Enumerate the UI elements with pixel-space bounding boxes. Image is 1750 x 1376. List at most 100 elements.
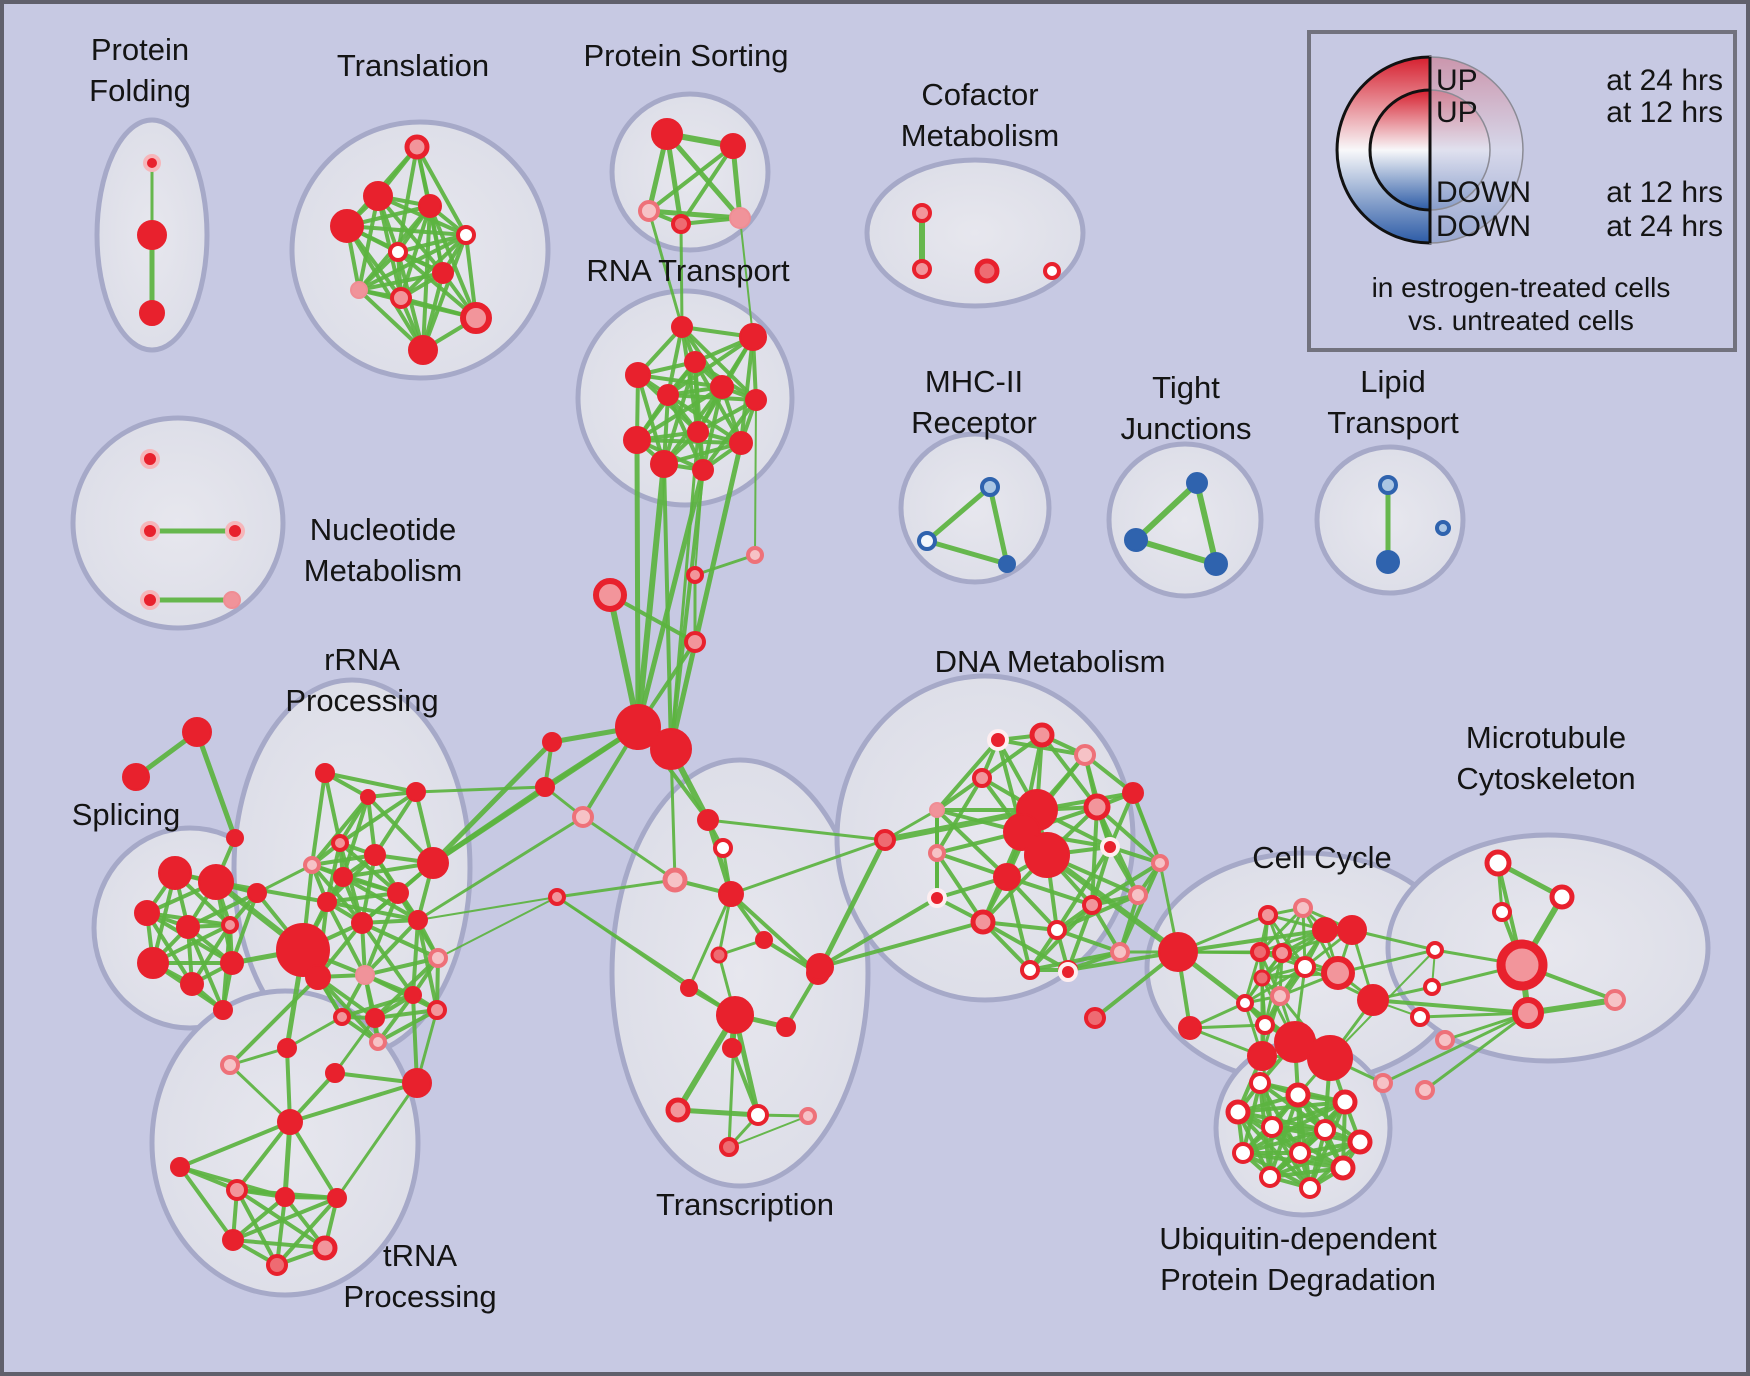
network-node-rr1[interactable]	[315, 763, 335, 783]
network-node-tn5[interactable]	[170, 1157, 190, 1177]
network-node-t1[interactable]	[404, 134, 430, 160]
network-node-mt9[interactable]	[1512, 997, 1544, 1029]
network-node-m2[interactable]	[917, 531, 937, 551]
network-node-tn3[interactable]	[325, 1063, 345, 1083]
network-node-u8[interactable]	[1232, 1142, 1254, 1164]
network-node-n1[interactable]	[140, 449, 160, 469]
network-node-cc18[interactable]	[1084, 1007, 1106, 1029]
network-node-p4[interactable]	[671, 214, 691, 234]
network-node-cc12[interactable]	[1255, 1015, 1275, 1035]
network-node-sp7[interactable]	[180, 972, 204, 996]
network-node-r12[interactable]	[692, 459, 714, 481]
network-node-rr3[interactable]	[406, 782, 426, 802]
network-node-n5[interactable]	[223, 591, 241, 609]
network-node-ct1[interactable]	[874, 829, 896, 851]
network-node-tc6[interactable]	[755, 931, 773, 949]
network-node-d14[interactable]	[1151, 854, 1169, 872]
network-node-u9[interactable]	[1289, 1142, 1311, 1164]
network-node-u7[interactable]	[1347, 1129, 1373, 1155]
network-node-tn7[interactable]	[275, 1187, 295, 1207]
network-node-d3[interactable]	[1074, 744, 1096, 766]
network-node-tc2[interactable]	[713, 838, 733, 858]
network-node-pf2[interactable]	[137, 220, 167, 250]
network-node-sp6[interactable]	[137, 947, 169, 979]
network-node-tn2[interactable]	[277, 1038, 297, 1058]
network-node-tn10[interactable]	[312, 1235, 338, 1261]
network-node-cc5[interactable]	[1250, 942, 1270, 962]
network-node-rr16[interactable]	[355, 965, 375, 985]
network-node-p5[interactable]	[729, 207, 751, 229]
network-node-u5[interactable]	[1261, 1116, 1283, 1138]
network-node-u4[interactable]	[1225, 1099, 1251, 1125]
network-node-tn6[interactable]	[226, 1179, 248, 1201]
network-node-tn9[interactable]	[222, 1229, 244, 1251]
network-node-n4[interactable]	[140, 590, 160, 610]
network-node-rr4[interactable]	[331, 834, 349, 852]
network-node-mt11[interactable]	[1415, 1080, 1435, 1100]
network-node-cc11[interactable]	[1236, 994, 1254, 1012]
network-node-rr18[interactable]	[365, 1008, 385, 1028]
network-node-u12[interactable]	[1299, 1177, 1321, 1199]
network-node-rr11[interactable]	[351, 912, 373, 934]
network-node-tc1[interactable]	[697, 809, 719, 831]
network-node-tc3[interactable]	[662, 867, 688, 893]
network-node-mt3[interactable]	[1492, 902, 1512, 922]
network-node-cc8[interactable]	[1321, 956, 1355, 990]
network-node-t11[interactable]	[408, 335, 438, 365]
network-node-u6[interactable]	[1314, 1119, 1336, 1141]
network-node-t2[interactable]	[363, 181, 393, 211]
network-node-c4[interactable]	[1043, 262, 1061, 280]
network-node-rr17[interactable]	[404, 986, 422, 1004]
network-node-rr15[interactable]	[428, 948, 448, 968]
network-node-h5[interactable]	[746, 546, 764, 564]
network-node-tn12[interactable]	[402, 1068, 432, 1098]
network-node-cc17[interactable]	[1247, 1041, 1277, 1071]
network-node-rr14[interactable]	[305, 964, 331, 990]
network-node-rr5[interactable]	[303, 856, 321, 874]
network-node-tc16[interactable]	[719, 1137, 739, 1157]
network-node-sp8[interactable]	[220, 951, 244, 975]
network-node-mt2[interactable]	[1549, 884, 1575, 910]
network-node-mt5[interactable]	[1423, 978, 1441, 996]
network-node-cc16[interactable]	[1307, 1035, 1353, 1081]
network-node-cc13[interactable]	[1178, 1016, 1202, 1040]
network-node-s0c[interactable]	[226, 829, 244, 847]
network-node-t3[interactable]	[418, 194, 442, 218]
network-node-s0a[interactable]	[182, 717, 212, 747]
network-node-rr21[interactable]	[427, 1000, 447, 1020]
network-node-mt7[interactable]	[1435, 1030, 1455, 1050]
network-node-d19[interactable]	[1128, 885, 1148, 905]
network-node-rr10[interactable]	[317, 892, 337, 912]
network-node-p1[interactable]	[651, 118, 683, 150]
network-node-tc11[interactable]	[776, 1017, 796, 1037]
network-node-j3[interactable]	[1204, 552, 1228, 576]
network-node-cc3[interactable]	[1312, 917, 1338, 943]
network-node-r10[interactable]	[729, 431, 753, 455]
network-node-u3[interactable]	[1332, 1089, 1358, 1115]
network-node-tc14[interactable]	[747, 1104, 769, 1126]
network-node-h9[interactable]	[572, 806, 594, 828]
network-node-p3[interactable]	[638, 200, 660, 222]
network-node-cc1[interactable]	[1258, 905, 1278, 925]
network-node-r5[interactable]	[657, 384, 679, 406]
network-node-j1[interactable]	[1186, 472, 1208, 494]
network-node-t4[interactable]	[330, 209, 364, 243]
network-node-r3[interactable]	[684, 351, 706, 373]
network-node-tc12[interactable]	[722, 1038, 742, 1058]
network-node-cc20[interactable]	[1373, 1073, 1393, 1093]
network-node-h7[interactable]	[542, 732, 562, 752]
network-node-d16[interactable]	[970, 909, 996, 935]
network-node-sp5[interactable]	[221, 916, 239, 934]
network-node-cc7[interactable]	[1294, 956, 1316, 978]
network-node-rr8[interactable]	[417, 847, 449, 879]
network-node-r8[interactable]	[687, 421, 709, 443]
network-node-r9[interactable]	[623, 426, 651, 454]
network-node-t7[interactable]	[432, 262, 454, 284]
network-node-tc13[interactable]	[665, 1097, 691, 1123]
network-node-mt1[interactable]	[1484, 849, 1512, 877]
network-node-l2[interactable]	[1376, 550, 1400, 574]
network-node-p2[interactable]	[720, 133, 746, 159]
network-node-t9[interactable]	[390, 287, 412, 309]
network-node-t8[interactable]	[350, 281, 368, 299]
network-node-u10[interactable]	[1330, 1155, 1356, 1181]
